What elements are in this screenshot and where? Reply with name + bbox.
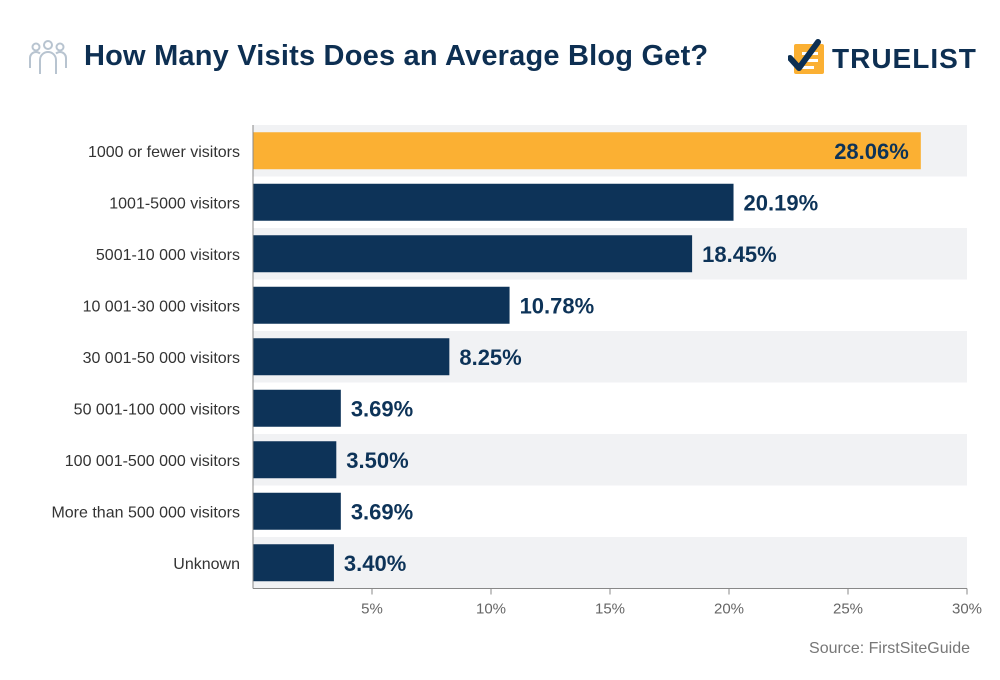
bar — [253, 183, 734, 221]
category-label: 5001-10 000 visitors — [96, 247, 240, 264]
category-label: 50 001-100 000 visitors — [74, 401, 240, 418]
category-label: More than 500 000 visitors — [51, 504, 240, 521]
data-label: 8.25% — [459, 345, 521, 370]
checklist-logo-icon — [788, 39, 824, 74]
data-label: 3.50% — [346, 448, 408, 473]
data-label: 3.40% — [344, 551, 406, 576]
data-label: 3.69% — [351, 396, 413, 421]
data-label: 3.69% — [351, 499, 413, 524]
category-label: 10 001-30 000 visitors — [83, 298, 240, 315]
bar — [253, 492, 341, 530]
bar — [253, 235, 693, 273]
chart-header: How Many Visits Does an Average Blog Get… — [0, 0, 1000, 110]
category-label: 30 001-50 000 visitors — [83, 350, 240, 367]
category-label: 100 001-500 000 visitors — [65, 453, 240, 470]
bar — [253, 441, 337, 479]
x-tick-label: 25% — [833, 601, 863, 618]
brand-name: TRUELIST — [832, 43, 977, 74]
category-label: Unknown — [173, 556, 240, 573]
bar — [253, 132, 921, 170]
row-band — [253, 537, 967, 589]
bar — [253, 544, 334, 582]
x-tick-label: 15% — [595, 601, 625, 618]
bar — [253, 389, 341, 427]
people-group-icon — [29, 40, 67, 74]
x-tick-label: 30% — [952, 601, 982, 618]
source-note: Source: FirstSiteGuide — [809, 640, 970, 657]
x-tick-label: 20% — [714, 601, 744, 618]
category-label: 1000 or fewer visitors — [88, 144, 240, 161]
category-label: 1001-5000 visitors — [109, 195, 240, 212]
data-label: 20.19% — [744, 190, 819, 215]
x-tick-label: 10% — [476, 601, 506, 618]
data-label: 28.06% — [834, 139, 909, 164]
row-band — [253, 434, 967, 486]
x-tick-label: 5% — [361, 601, 383, 618]
data-label: 10.78% — [520, 293, 595, 318]
data-label: 18.45% — [702, 242, 777, 267]
bar — [253, 286, 510, 324]
bar — [253, 338, 450, 376]
chart-title: How Many Visits Does an Average Blog Get… — [84, 40, 709, 72]
